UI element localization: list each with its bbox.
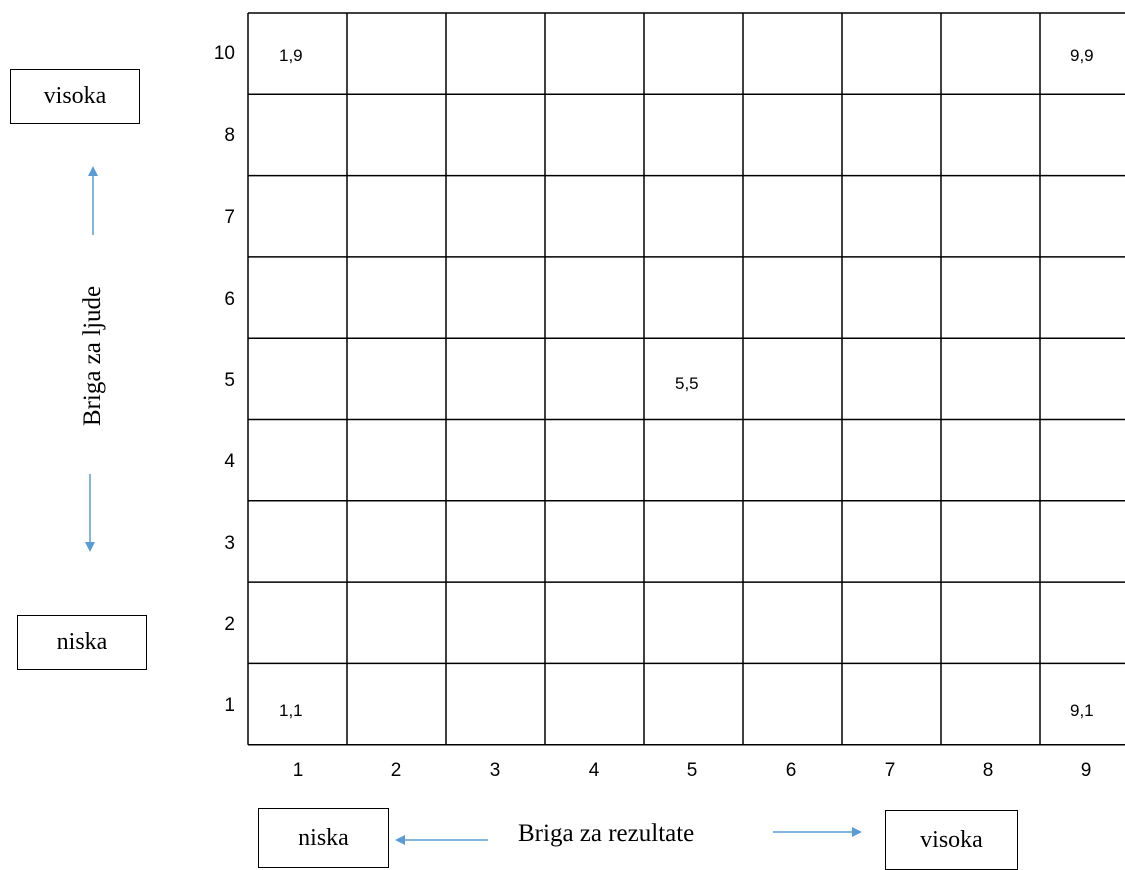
row-tick: 4 bbox=[224, 451, 235, 472]
x-high-label: visoka bbox=[885, 810, 1018, 870]
column-tick: 5 bbox=[686, 760, 698, 781]
grid-lines bbox=[247, 12, 1125, 746]
cell-label-top-left: 1,9 bbox=[279, 46, 303, 65]
row-tick: 7 bbox=[224, 207, 235, 228]
column-tick: 8 bbox=[982, 760, 994, 781]
column-tick: 4 bbox=[588, 760, 600, 781]
x-low-label: niska bbox=[258, 808, 389, 868]
column-tick: 3 bbox=[489, 760, 501, 781]
row-tick: 10 bbox=[213, 43, 235, 64]
managerial-grid: 1,9 9,9 5,5 1,1 9,1 bbox=[247, 12, 1125, 746]
y-axis-title: Briga za ljude bbox=[79, 285, 106, 427]
row-tick: 3 bbox=[224, 533, 235, 554]
cell-label-top-right: 9,9 bbox=[1070, 46, 1094, 65]
column-tick: 2 bbox=[390, 760, 402, 781]
row-tick: 8 bbox=[224, 125, 235, 146]
y-low-label: niska bbox=[17, 615, 147, 670]
column-tick: 6 bbox=[785, 760, 797, 781]
row-tick: 5 bbox=[224, 370, 235, 391]
y-high-label: visoka bbox=[10, 69, 140, 124]
column-tick: 7 bbox=[884, 760, 896, 781]
row-tick: 6 bbox=[224, 289, 235, 310]
row-tick: 1 bbox=[224, 695, 235, 716]
column-tick: 1 bbox=[292, 760, 304, 781]
cell-label-bottom-right: 9,1 bbox=[1070, 701, 1094, 720]
x-axis-title: Briga za rezultate bbox=[518, 820, 695, 847]
column-tick: 9 bbox=[1080, 760, 1092, 781]
row-tick: 2 bbox=[224, 614, 235, 635]
cell-label-center: 5,5 bbox=[675, 374, 699, 393]
cell-label-bottom-left: 1,1 bbox=[279, 701, 303, 720]
